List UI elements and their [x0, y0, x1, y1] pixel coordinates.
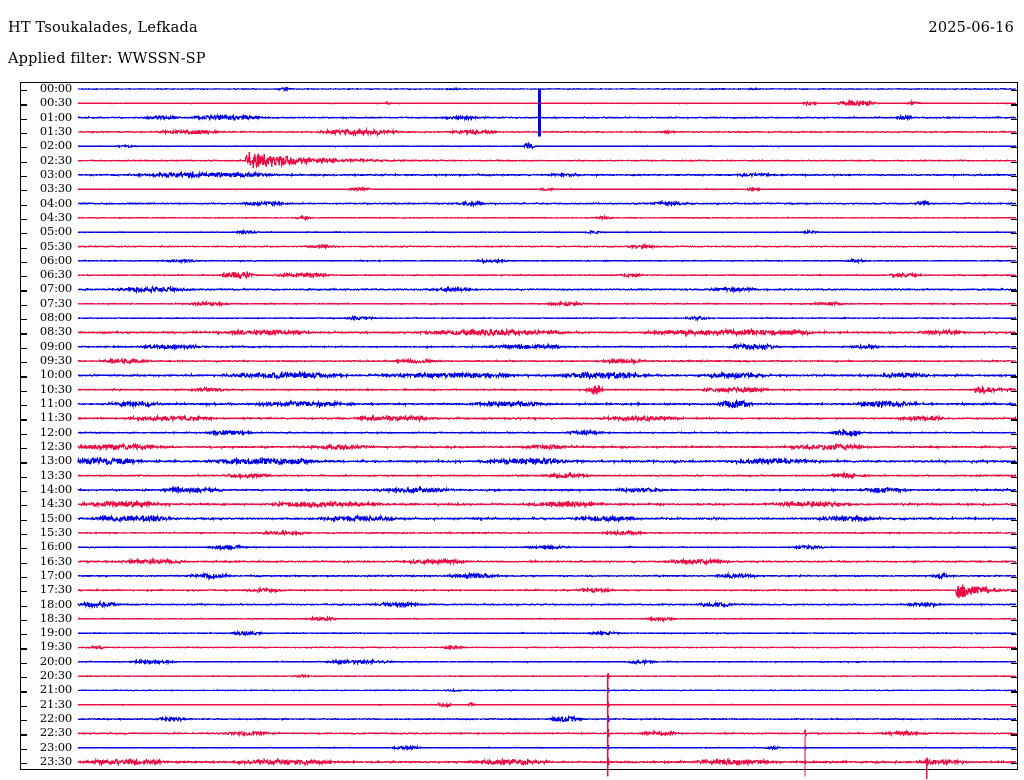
trace-1900 [77, 629, 1017, 637]
trace-2000 [77, 657, 1017, 666]
trace-1130 [77, 413, 1017, 423]
trace-0900 [77, 342, 1017, 352]
trace-0930 [77, 357, 1017, 366]
date-label: 2025-06-16 [928, 20, 1014, 36]
trace-0600 [77, 257, 1017, 265]
trace-0230 [77, 151, 1017, 169]
trace-1330 [77, 471, 1017, 481]
trace-2330 [77, 757, 1017, 767]
trace-0100 [77, 113, 1017, 122]
trace-0300 [77, 170, 1017, 180]
trace-1630 [77, 556, 1017, 567]
trace-0430 [77, 214, 1017, 222]
trace-1230 [77, 441, 1017, 452]
trace-2030 [77, 672, 1017, 679]
trace-0130 [77, 126, 1017, 138]
trace-0200 [77, 140, 1017, 150]
trace-0730 [77, 299, 1017, 308]
trace-0400 [77, 198, 1017, 208]
trace-0530 [77, 242, 1017, 251]
trace-2230 [77, 728, 1017, 738]
trace-1430 [77, 499, 1017, 510]
trace-0800 [77, 314, 1017, 322]
trace-1300 [77, 456, 1017, 466]
helicorder-plot-frame [20, 82, 1018, 770]
trace-0500 [77, 228, 1017, 236]
trace-1200 [77, 428, 1016, 438]
trace-1830 [77, 614, 1017, 623]
applied-filter-label: Applied filter: WWSSN-SP [8, 51, 206, 67]
trace-0630 [78, 270, 1017, 280]
trace-1530 [77, 528, 1016, 537]
trace-1800 [77, 600, 1017, 610]
trace-2130 [77, 701, 1017, 709]
trace-1930 [77, 644, 1017, 651]
trace-1400 [77, 485, 1017, 495]
trace-1600 [77, 543, 1017, 552]
trace-1000 [77, 370, 1017, 381]
trace-1100 [77, 398, 1017, 409]
station-title: HT Tsoukalades, Lefkada [8, 20, 198, 36]
trace-2300 [77, 744, 1017, 752]
trace-0330 [77, 185, 1017, 193]
trace-2100 [77, 687, 1017, 693]
trace-0030 [77, 98, 1017, 107]
trace-1500 [77, 513, 1017, 524]
trace-1730 [77, 584, 1017, 598]
trace-0700 [77, 285, 1017, 294]
trace-0830 [77, 327, 1017, 338]
trace-1030 [77, 384, 1017, 396]
trace-0000 [77, 86, 1017, 93]
trace-1700 [77, 571, 1017, 581]
trace-2200 [77, 714, 1017, 723]
